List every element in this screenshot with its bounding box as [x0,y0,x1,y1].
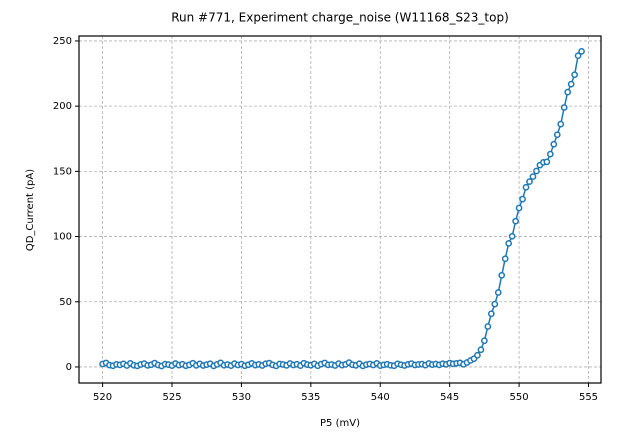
x-axis-label: P5 (mV) [320,418,360,429]
data-point [515,204,523,212]
x-tick-label: 540 [371,392,390,403]
data-point [522,183,530,191]
data-point [574,52,582,60]
data-point [487,310,495,318]
data-point [484,323,492,330]
x-tick-label: 550 [510,392,529,403]
data-point [578,48,585,55]
data-point [474,351,481,359]
data-point [529,173,537,180]
y-axis-label: QD_Current (pA) [25,169,36,251]
y-tick-label: 50 [59,297,72,308]
data-point [533,167,540,175]
data-point [557,120,565,128]
data-point [553,131,561,139]
data-point [508,232,516,240]
data-point [505,239,513,247]
y-tick-label: 0 [66,362,72,373]
x-tick-label: 520 [93,392,112,403]
x-tick-label: 525 [162,392,181,403]
data-point [498,271,506,279]
data-point [567,80,575,88]
data-point [481,337,488,345]
plot-frame [78,35,602,384]
data-line [102,50,583,367]
x-tick-label: 535 [301,392,320,403]
data-point [571,71,578,79]
data-point [491,300,499,308]
x-tick-label: 555 [579,392,598,403]
data-point [494,289,502,296]
x-tick-label: 545 [440,392,459,403]
y-tick-label: 100 [53,232,72,243]
data-point [501,255,509,263]
data-point [550,140,558,148]
y-tick-label: 150 [53,166,72,177]
data-point [564,88,572,96]
y-tick-label: 200 [53,101,72,112]
data-point [477,346,485,354]
data-point [512,217,519,225]
data-point [526,178,533,186]
x-tick-label: 530 [232,392,251,403]
data-point [519,195,526,203]
data-point [546,150,554,158]
data-point [543,158,551,166]
y-tick-label: 250 [53,36,72,47]
data-point [560,104,568,111]
chart-title: Run #771, Experiment charge_noise (W1116… [171,11,509,25]
